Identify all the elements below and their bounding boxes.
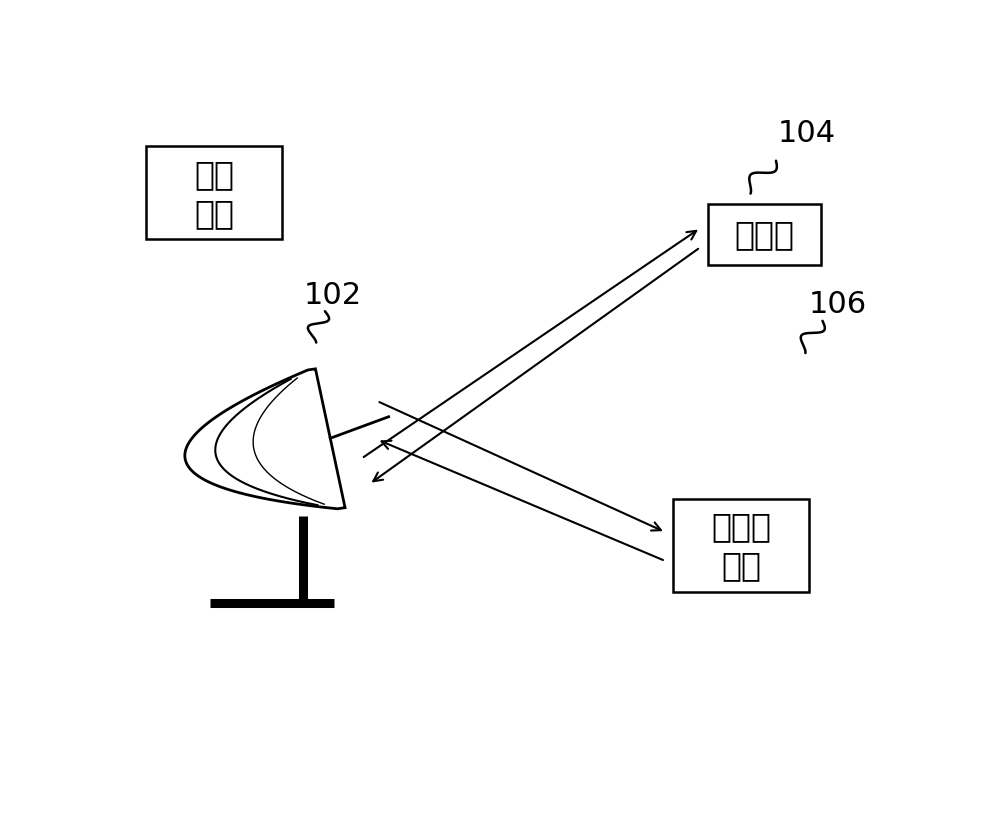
Text: 雷达: 雷达 [194,158,234,191]
Text: 104: 104 [778,119,836,147]
FancyBboxPatch shape [146,146,282,239]
FancyBboxPatch shape [708,204,821,265]
FancyBboxPatch shape [673,498,809,592]
Text: 干扰机: 干扰机 [734,218,794,251]
Text: 设备: 设备 [194,196,234,230]
Text: 106: 106 [809,290,867,319]
Text: 102: 102 [304,280,362,310]
Text: 散射体: 散射体 [711,511,771,543]
Text: 目标: 目标 [721,549,761,582]
Polygon shape [185,369,345,509]
